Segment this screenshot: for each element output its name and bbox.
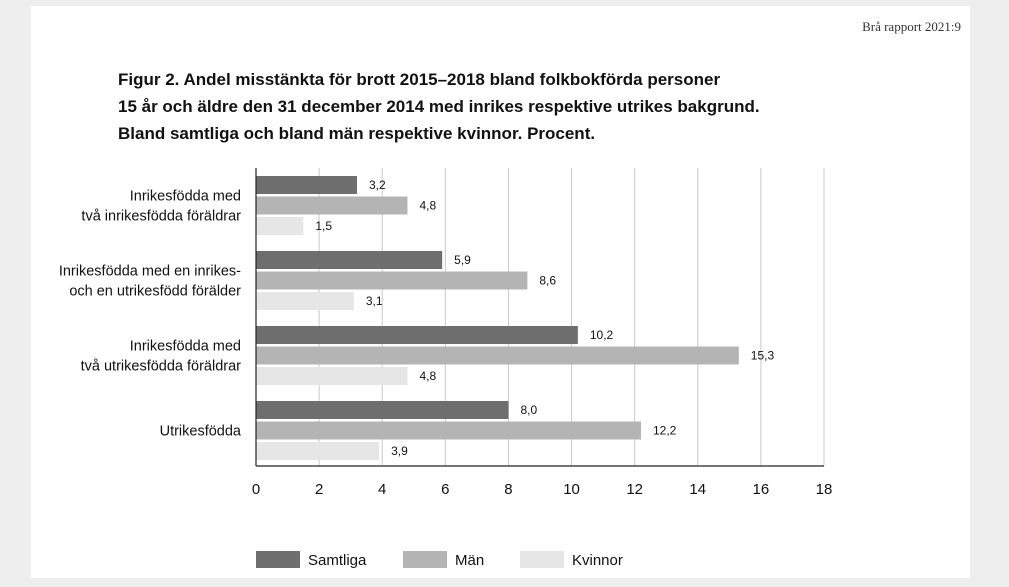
report-page (31, 6, 970, 578)
data-label: 5,9 (454, 253, 471, 267)
data-label: 3,2 (369, 178, 386, 192)
bar (256, 217, 304, 235)
chart-title: Figur 2. Andel misstänkta för brott 2015… (118, 66, 878, 147)
category-label: två utrikesfödda föräldrar (81, 359, 242, 375)
bar (256, 442, 380, 460)
x-tick-label: 8 (504, 481, 512, 498)
data-label: 3,1 (366, 294, 383, 308)
x-tick-label: 16 (753, 481, 770, 498)
category-label: och en utrikesfödd förälder (69, 284, 241, 300)
data-label: 10,2 (590, 328, 614, 342)
x-tick-label: 18 (816, 481, 833, 498)
x-tick-label: 2 (315, 481, 323, 498)
bar (256, 176, 357, 194)
bar (256, 326, 578, 344)
x-tick-label: 4 (378, 481, 386, 498)
bar (256, 367, 408, 385)
bar (256, 271, 528, 290)
data-label: 4,8 (419, 369, 436, 383)
data-label: 12,2 (653, 424, 677, 438)
data-label: 8,0 (520, 403, 537, 417)
data-label: 1,5 (315, 219, 332, 233)
data-label: 4,8 (419, 199, 436, 213)
x-tick-label: 14 (689, 481, 706, 498)
legend-label: Kvinnor (572, 552, 623, 569)
x-tick-label: 0 (252, 481, 260, 498)
report-id: Brå rapport 2021:9 (862, 19, 961, 34)
category-label: Inrikesfödda med (130, 189, 241, 205)
bar (256, 421, 641, 440)
category-label: Inrikesfödda med (130, 339, 241, 355)
chart-title-line-1: Figur 2. Andel misstänkta för brott 2015… (118, 70, 721, 89)
x-tick-label: 6 (441, 481, 449, 498)
bar (256, 251, 443, 269)
data-label: 8,6 (539, 274, 556, 288)
legend-swatch (403, 551, 447, 568)
chart-title-line-2: 15 år och äldre den 31 december 2014 med… (118, 97, 760, 116)
legend-label: Samtliga (308, 552, 367, 569)
x-tick-label: 10 (563, 481, 580, 498)
category-label: två inrikesfödda föräldrar (81, 209, 241, 225)
bar (256, 401, 509, 419)
bar (256, 346, 739, 365)
data-label: 3,9 (391, 444, 408, 458)
category-label: Inrikesfödda med en inrikes- (59, 264, 241, 280)
legend-swatch (520, 551, 564, 568)
bar (256, 196, 408, 215)
data-label: 15,3 (751, 349, 775, 363)
chart-title-line-3: Bland samtliga och bland män respektive … (118, 124, 596, 143)
category-label: Utrikesfödda (160, 424, 242, 440)
bar (256, 292, 354, 310)
legend-label: Män (455, 552, 484, 569)
legend-swatch (256, 551, 300, 568)
x-tick-label: 12 (626, 481, 643, 498)
